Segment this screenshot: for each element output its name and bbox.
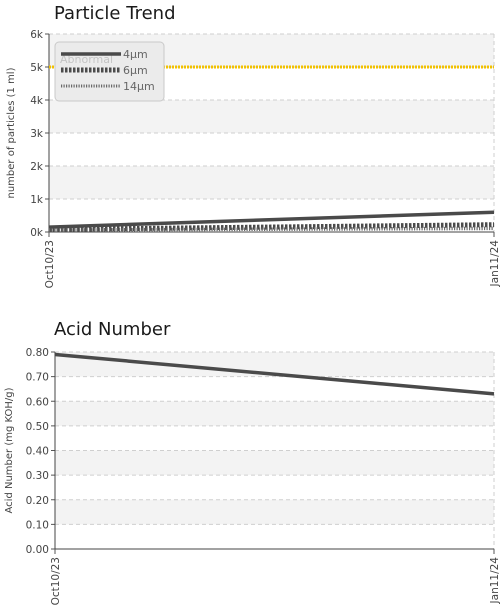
x-tick-label: Jan11/24 (489, 557, 501, 605)
y-tick-label: 0.00 (26, 544, 49, 556)
y-tick-label: 2k (30, 161, 44, 173)
y-tick-label: 0k (30, 227, 44, 239)
x-tick-label: Oct10/23 (50, 557, 62, 605)
x-tick-label: Jan11/24 (489, 240, 501, 288)
y-tick-label: 0.20 (26, 495, 49, 507)
grid-band (49, 166, 494, 199)
series-line-1 (48, 210, 495, 229)
chart-title: Particle Trend (54, 3, 176, 24)
y-axis-title: number of particles (1 ml) (6, 67, 17, 198)
y-tick-label: 0.70 (26, 372, 49, 384)
legend-label: 14μm (123, 80, 155, 93)
y-tick-label: 4k (30, 95, 44, 107)
grid-band (55, 499, 494, 525)
y-tick-label: 0.10 (26, 519, 49, 531)
y-tick-label: 0.80 (26, 347, 49, 359)
y-tick-label: 0.40 (26, 446, 49, 458)
y-tick-label: 0.60 (26, 396, 49, 408)
particle-trend-chart: 0k 1k 2k 3k 4k 5k 6k Oct10/23 Jan11/24 number of … (6, 29, 501, 288)
grid-band (55, 401, 494, 426)
y-tick-label: 5k (30, 62, 44, 74)
series-line-1 (54, 352, 495, 396)
legend-overlay-label: Abnormal (60, 53, 113, 66)
grid-band (49, 100, 494, 133)
chart-title: Acid Number (54, 319, 171, 340)
y-axis-title: Acid Number (mg KOH/g) (4, 387, 15, 513)
x-tick-label: Oct10/23 (44, 240, 56, 288)
y-tick-label: 1k (30, 194, 44, 206)
y-tick-label: 6k (30, 29, 44, 41)
y-tick-label: 0.30 (26, 470, 49, 482)
grid-band (55, 450, 494, 476)
y-tick-label: 3k (30, 128, 44, 140)
y-tick-label: 0.50 (26, 421, 49, 433)
legend-label: 4μm (123, 48, 148, 61)
particle-trend-panel: Particle Trend 0k 1k 2k 3k 4k 5k 6k Oct10/23 Jan… (0, 0, 504, 300)
series-line-3 (48, 226, 495, 232)
series-line-2 (48, 222, 495, 232)
legend-label: 6μm (123, 64, 148, 77)
